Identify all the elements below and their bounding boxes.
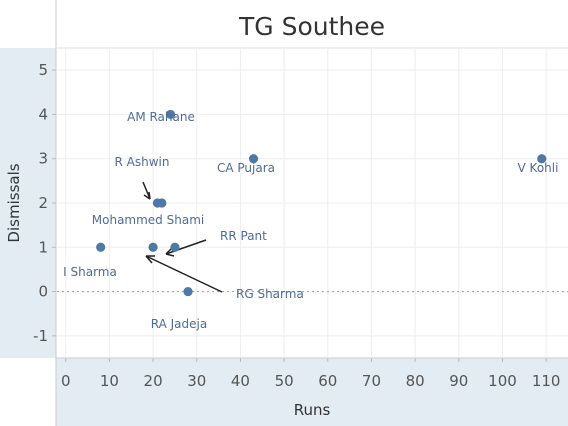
arrow-rr-pant [165, 239, 207, 255]
point-i-sharma[interactable] [96, 242, 106, 252]
label-mohammed-shami: Mohammed Shami [92, 213, 204, 227]
arrowhead-rg-sharma-b [145, 255, 153, 264]
arrow-r-ashwin [142, 181, 151, 200]
x-tick-label: 110 [532, 372, 561, 390]
point-labels: AM Rahane CA Pujara V Kohli R Ashwin Mohamme… [63, 110, 558, 331]
y-tick-label: 4 [38, 105, 48, 123]
point-am-rahane[interactable] [165, 109, 176, 120]
label-am-rahane: AM Rahane [127, 110, 195, 124]
y-tick-label: 1 [38, 238, 48, 256]
label-r-ashwin: R Ashwin [115, 155, 170, 169]
data-points [96, 109, 547, 297]
point-ra-jadeja[interactable] [183, 286, 193, 297]
x-tick-label: 50 [275, 372, 294, 390]
y-tick-label: 2 [38, 194, 48, 212]
arrowhead-r-ashwin-b [143, 194, 151, 200]
label-rr-pant: RR Pant [220, 229, 267, 243]
chart-title: TG Southee [238, 12, 385, 41]
y-tick-label: -1 [33, 327, 48, 345]
x-tick-label: 60 [318, 372, 337, 390]
x-ticks: 0 10 20 30 40 50 60 70 80 90 100 110 [61, 358, 561, 390]
x-tick-label: 40 [231, 372, 250, 390]
y-tick-label: 5 [38, 61, 48, 79]
point-rr-pant[interactable] [170, 242, 180, 252]
x-tick-label: 70 [362, 372, 381, 390]
x-axis-panel [56, 358, 568, 426]
point-v-kohli[interactable] [537, 154, 547, 164]
arrowhead-r-ashwin-a [148, 191, 151, 200]
label-ca-pujara: CA Pujara [217, 161, 275, 175]
label-rg-sharma: RG Sharma [236, 287, 304, 301]
label-ra-jadeja: RA Jadeja [151, 317, 207, 331]
x-tick-label: 20 [144, 372, 163, 390]
y-axis-panel [0, 48, 56, 358]
point-ca-pujara[interactable] [248, 154, 259, 164]
x-tick-label: 10 [100, 372, 119, 390]
arrowhead-rr-pant-b [165, 253, 175, 257]
y-tick-label: 0 [38, 283, 48, 301]
y-ticks: -1 0 1 2 3 4 5 [33, 61, 56, 345]
x-tick-label: 0 [61, 372, 71, 390]
x-axis-title: Runs [294, 401, 331, 419]
point-mohammed-shami[interactable] [157, 198, 167, 208]
x-tick-label: 90 [449, 372, 468, 390]
label-i-sharma: I Sharma [63, 265, 117, 279]
x-tick-label: 100 [488, 372, 517, 390]
label-v-kohli: V Kohli [518, 161, 559, 175]
arrow-rg-sharma [145, 255, 223, 293]
y-axis-title: Dismissals [5, 163, 23, 242]
grid-lines [57, 48, 568, 358]
x-tick-label: 80 [406, 372, 425, 390]
point-rg-sharma[interactable] [148, 242, 158, 252]
x-tick-label: 30 [187, 372, 206, 390]
y-tick-label: 3 [38, 150, 48, 168]
